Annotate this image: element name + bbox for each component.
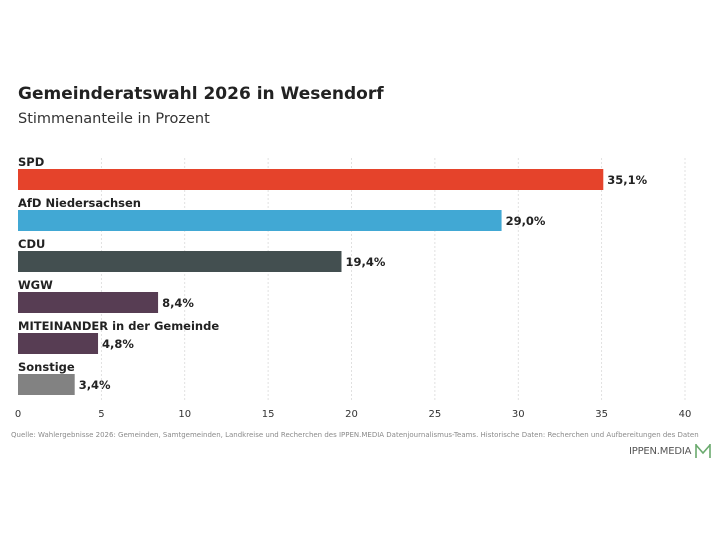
source-note: Quelle: Wahlergebnisse 2026: Gemeinden, … [11, 431, 699, 439]
bar-category-label: WGW [18, 278, 53, 292]
bar-value-label: 35,1% [607, 173, 647, 187]
x-tick-label: 35 [595, 409, 608, 420]
x-tick-label: 5 [98, 409, 104, 420]
bar-value-label: 8,4% [162, 296, 194, 310]
bar-value-label: 29,0% [506, 214, 546, 228]
bar-category-label: AfD Niedersachsen [18, 196, 141, 210]
bar [18, 333, 99, 354]
chart-subtitle: Stimmenanteile in Prozent [18, 111, 210, 127]
bar-value-label: 4,8% [102, 337, 134, 351]
brand: IPPEN.MEDIA [629, 442, 712, 460]
bar-category-label: CDU [18, 237, 45, 251]
bar-value-label: 3,4% [79, 378, 111, 392]
x-tick-label: 15 [262, 409, 275, 420]
bar-value-label: 19,4% [345, 255, 385, 269]
x-tick-label: 20 [345, 409, 358, 420]
x-tick-label: 25 [429, 409, 442, 420]
chart-title: Gemeinderatswahl 2026 in Wesendorf [18, 84, 384, 104]
bar-category-label: SPD [18, 155, 44, 169]
bar-category-label: Sonstige [18, 360, 75, 374]
brand-name: IPPEN.MEDIA [629, 445, 692, 457]
bar-category-label: MITEINANDER in der Gemeinde [18, 319, 219, 333]
bar [18, 374, 75, 395]
bar [18, 251, 342, 272]
x-tick-label: 40 [679, 409, 692, 420]
ippen-logo-icon [695, 444, 712, 458]
bar [18, 292, 159, 313]
x-tick-label: 0 [15, 409, 21, 420]
bar [18, 210, 502, 231]
x-tick-label: 30 [512, 409, 525, 420]
x-tick-label: 10 [178, 409, 191, 420]
bar [18, 169, 604, 190]
